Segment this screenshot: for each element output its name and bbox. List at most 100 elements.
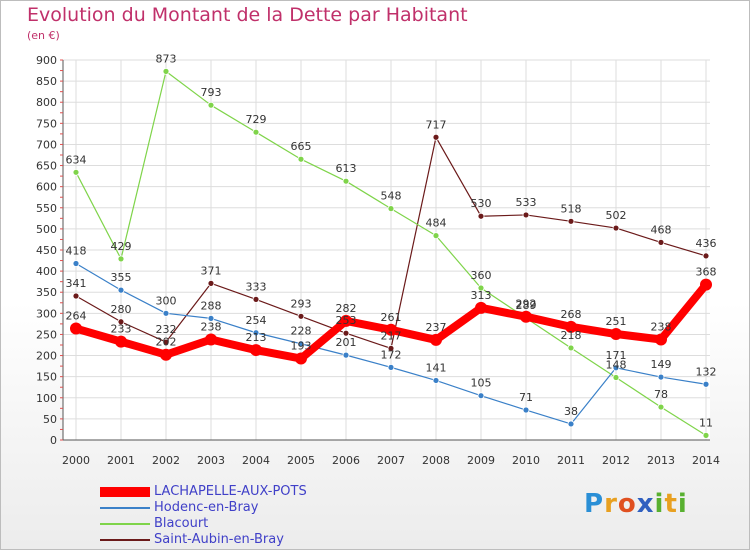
- data-label: 132: [696, 365, 717, 378]
- y-tick-label: 50: [43, 413, 57, 426]
- legend-label: Saint-Aubin-en-Bray: [154, 532, 284, 547]
- chart-unit-label: (en €): [27, 29, 60, 42]
- logo-letter: P: [584, 489, 605, 519]
- proxiti-logo: Proxiti: [584, 489, 688, 519]
- x-tick-label: 2002: [152, 454, 180, 467]
- x-tick-label: 2014: [692, 454, 720, 467]
- data-label: 429: [111, 240, 132, 253]
- x-tick-label: 2005: [287, 454, 315, 467]
- data-point: [657, 373, 665, 381]
- data-label: 105: [471, 377, 492, 390]
- data-label: 665: [291, 140, 312, 153]
- data-label: 717: [426, 118, 447, 131]
- data-point: [297, 155, 305, 163]
- data-point: [612, 224, 620, 232]
- x-tick-label: 2001: [107, 454, 135, 467]
- y-tick-label: 350: [36, 286, 57, 299]
- data-label: 729: [246, 113, 267, 126]
- data-point: [207, 279, 215, 287]
- y-tick-label: 550: [36, 202, 57, 215]
- data-point: [117, 255, 125, 263]
- data-label: 237: [426, 321, 447, 334]
- data-label: 238: [201, 321, 222, 334]
- data-label: 172: [381, 348, 402, 361]
- data-label: 368: [696, 266, 717, 279]
- data-label: 193: [291, 340, 312, 353]
- data-point: [567, 344, 575, 352]
- data-label: 288: [201, 299, 222, 312]
- data-point: [162, 68, 170, 75]
- data-label: 251: [606, 315, 627, 328]
- data-label: 280: [111, 303, 132, 316]
- data-point: [250, 344, 262, 357]
- legend-swatch-red: [100, 487, 150, 497]
- data-point: [72, 168, 80, 176]
- data-label: 313: [471, 289, 492, 302]
- data-label: 793: [201, 86, 222, 99]
- data-label: 360: [471, 269, 492, 282]
- data-point: [702, 431, 710, 439]
- data-point: [475, 301, 487, 314]
- y-tick-label: 300: [36, 307, 57, 320]
- y-tick-label: 200: [36, 350, 57, 363]
- logo-letter: r: [604, 489, 618, 519]
- data-label: 300: [156, 294, 177, 307]
- legend-label: Blacourt: [154, 516, 209, 531]
- data-label: 202: [156, 336, 177, 349]
- x-tick-label: 2009: [467, 454, 495, 467]
- data-point: [385, 323, 397, 336]
- data-label: 261: [381, 311, 402, 324]
- data-point: [387, 205, 395, 213]
- x-tick-label: 2013: [647, 454, 675, 467]
- data-label: 548: [381, 190, 402, 203]
- data-point: [477, 284, 485, 292]
- data-point: [115, 335, 127, 348]
- data-label: 171: [606, 349, 627, 362]
- y-tick-label: 450: [36, 244, 57, 257]
- data-label: 518: [561, 202, 582, 215]
- data-point: [520, 310, 532, 323]
- data-point: [432, 133, 440, 141]
- logo-letter: o: [617, 489, 637, 519]
- legend-swatch-brown: [100, 539, 150, 541]
- legend-swatch-blue: [100, 507, 150, 509]
- data-point: [432, 377, 440, 384]
- y-tick-label: 750: [36, 117, 57, 130]
- x-tick-label: 2007: [377, 454, 405, 467]
- data-label: 148: [606, 359, 627, 372]
- data-point: [477, 392, 485, 400]
- data-point: [387, 344, 395, 352]
- data-label: 289: [516, 299, 537, 312]
- data-point: [207, 314, 215, 322]
- y-tick-label: 800: [36, 96, 57, 109]
- data-point: [72, 292, 80, 300]
- data-point: [252, 329, 260, 337]
- data-label: 484: [426, 217, 447, 230]
- x-tick-label: 2006: [332, 454, 360, 467]
- data-point: [340, 314, 352, 327]
- data-point: [117, 286, 125, 294]
- y-tick-label: 0: [50, 434, 57, 447]
- data-point: [342, 329, 350, 337]
- data-point: [342, 351, 350, 359]
- data-point: [612, 374, 620, 381]
- logo-letter: i: [654, 489, 665, 519]
- data-point: [610, 328, 622, 341]
- data-point: [567, 217, 575, 225]
- data-point: [207, 101, 215, 109]
- y-tick-label: 650: [36, 160, 57, 173]
- data-label: 232: [156, 323, 177, 336]
- data-label: 253: [336, 314, 357, 327]
- data-label: 341: [66, 277, 87, 290]
- data-point: [205, 333, 217, 346]
- data-label: 418: [66, 245, 87, 258]
- data-label: 282: [336, 302, 357, 315]
- data-label: 149: [651, 358, 672, 371]
- data-point: [612, 364, 620, 372]
- data-point: [162, 309, 170, 317]
- logo-letter: t: [664, 489, 678, 519]
- y-tick-label: 400: [36, 265, 57, 278]
- data-label: 355: [111, 271, 132, 284]
- logo-letter: i: [677, 489, 688, 519]
